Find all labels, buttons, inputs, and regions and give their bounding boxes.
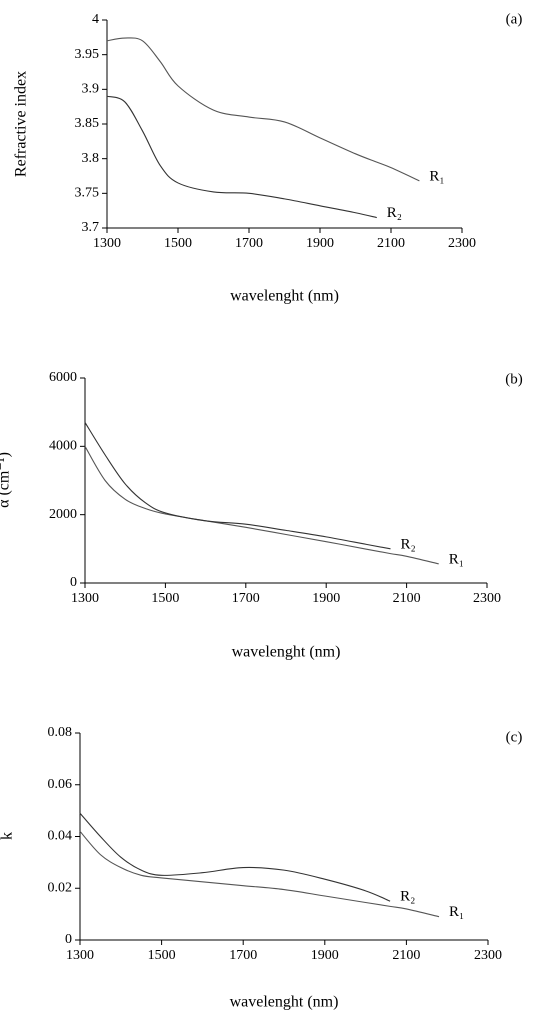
x-tick-label: 1300 — [71, 591, 99, 606]
y-axis-label: α (cm⁻¹) — [0, 452, 13, 508]
y-tick-label: 0 — [65, 932, 72, 947]
x-tick-label: 1500 — [164, 236, 192, 251]
y-tick-label: 0.06 — [48, 777, 73, 792]
y-axis-label: k — [0, 832, 16, 840]
x-tick-label: 2300 — [448, 236, 476, 251]
x-axis-label: wavelenght (nm) — [230, 288, 339, 305]
x-tick-label: 2100 — [392, 948, 420, 963]
series-line — [79, 830, 440, 918]
y-tick-label: 0.08 — [48, 725, 73, 740]
x-tick-label: 2300 — [473, 591, 501, 606]
x-tick-label: 1700 — [235, 236, 263, 251]
x-tick-label: 2100 — [393, 591, 421, 606]
panel-label: (a) — [506, 11, 523, 27]
y-tick-label: 3.8 — [82, 151, 100, 166]
y-tick-label: 0.04 — [48, 829, 73, 844]
y-tick-label: 4 — [92, 12, 99, 27]
x-axis-label: wavelenght (nm) — [230, 994, 339, 1011]
x-tick-label: 1300 — [93, 236, 121, 251]
x-tick-label: 1900 — [311, 948, 339, 963]
panel-label: (b) — [505, 371, 523, 387]
series-label: R₁ — [449, 551, 464, 567]
y-tick-label: 2000 — [49, 507, 77, 522]
series-line — [84, 446, 439, 565]
x-tick-label: 1900 — [312, 591, 340, 606]
series-label: R₂ — [401, 536, 416, 552]
x-tick-label: 1500 — [151, 591, 179, 606]
y-tick-label: 6000 — [49, 370, 77, 385]
x-tick-label: 1300 — [66, 948, 94, 963]
series-line — [106, 37, 420, 182]
y-tick-label: 4000 — [49, 439, 77, 454]
x-tick-label: 1500 — [148, 948, 176, 963]
series-label: R₁ — [449, 904, 464, 920]
series-line — [106, 95, 377, 219]
series-label: R₂ — [387, 205, 402, 221]
series-label: R₁ — [429, 168, 444, 184]
series-line — [84, 422, 391, 550]
y-tick-label: 3.9 — [82, 82, 100, 97]
x-tick-label: 1700 — [229, 948, 257, 963]
y-tick-label: 0 — [70, 575, 77, 590]
panel-label: (c) — [506, 729, 523, 745]
x-tick-label: 2300 — [474, 948, 502, 963]
series-line — [79, 812, 391, 902]
x-axis-label: wavelenght (nm) — [232, 644, 341, 661]
y-tick-label: 3.7 — [82, 220, 100, 235]
series-label: R₂ — [400, 889, 415, 905]
y-tick-label: 0.02 — [48, 880, 73, 895]
y-tick-label: 3.75 — [75, 186, 100, 201]
y-axis-label: Refractive index — [13, 71, 30, 177]
y-tick-label: 3.85 — [75, 116, 100, 131]
x-tick-label: 1900 — [306, 236, 334, 251]
y-tick-label: 3.95 — [75, 47, 100, 62]
x-tick-label: 1700 — [232, 591, 260, 606]
x-tick-label: 2100 — [377, 236, 405, 251]
